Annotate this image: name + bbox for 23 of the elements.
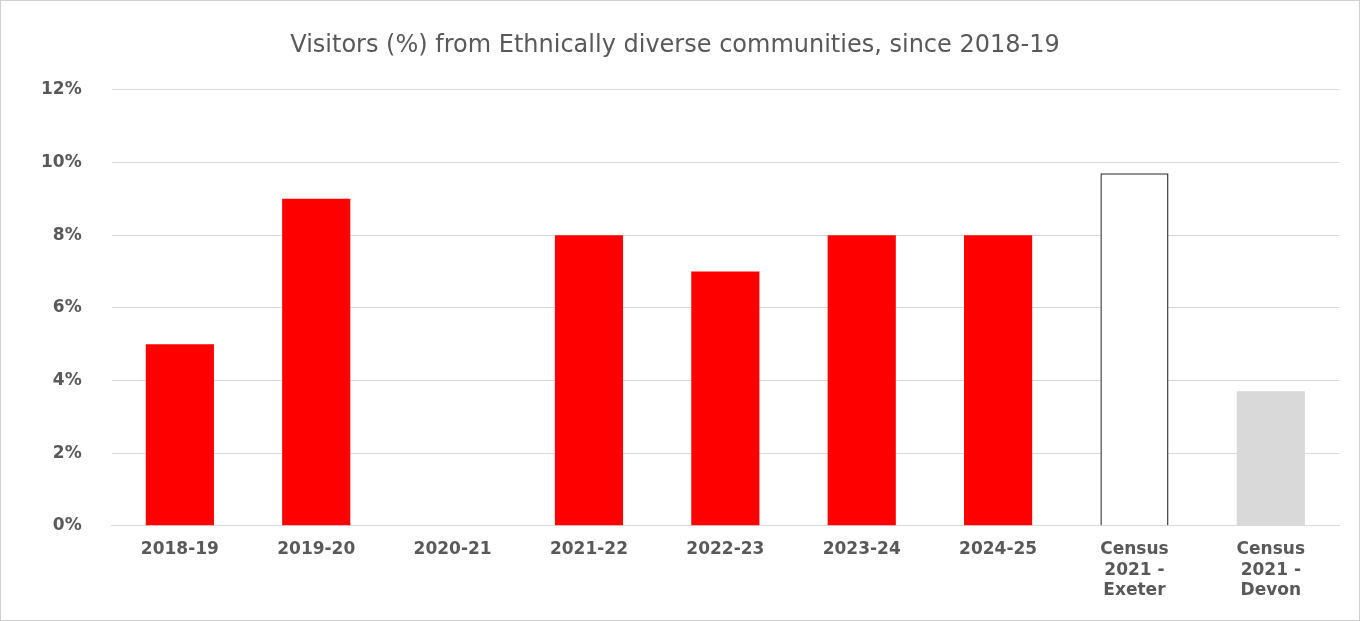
y-tick-label: 2% (52, 441, 82, 462)
x-tick-label: Census 2021 - Exeter (1100, 538, 1169, 600)
y-tick-label: 12% (40, 78, 82, 99)
bar (145, 344, 214, 526)
bar (827, 235, 896, 526)
y-tick-label: 10% (40, 150, 82, 171)
x-tick-label: 2019-20 (277, 538, 356, 559)
bar (691, 271, 760, 526)
x-tick-label: 2020-21 (413, 538, 492, 559)
y-tick-label: 4% (52, 368, 82, 389)
y-tick-label: 8% (52, 223, 82, 244)
bar (282, 198, 351, 526)
x-tick-label: 2022-23 (686, 538, 765, 559)
x-tick-label: 2018-19 (140, 538, 219, 559)
bar (554, 235, 624, 526)
x-tick-label: Census 2021 - Devon (1236, 538, 1306, 600)
x-tick-label: 2021-22 (549, 538, 628, 559)
chart-title: Visitors (%) from Ethnically diverse communities, since 2018-19 (290, 29, 1060, 58)
x-tick-label: 2023-24 (822, 538, 901, 559)
x-tick-label: 2024-25 (959, 538, 1038, 559)
bar (963, 235, 1033, 526)
y-tick-label: 0% (52, 514, 82, 535)
y-tick-label: 6% (52, 296, 82, 317)
